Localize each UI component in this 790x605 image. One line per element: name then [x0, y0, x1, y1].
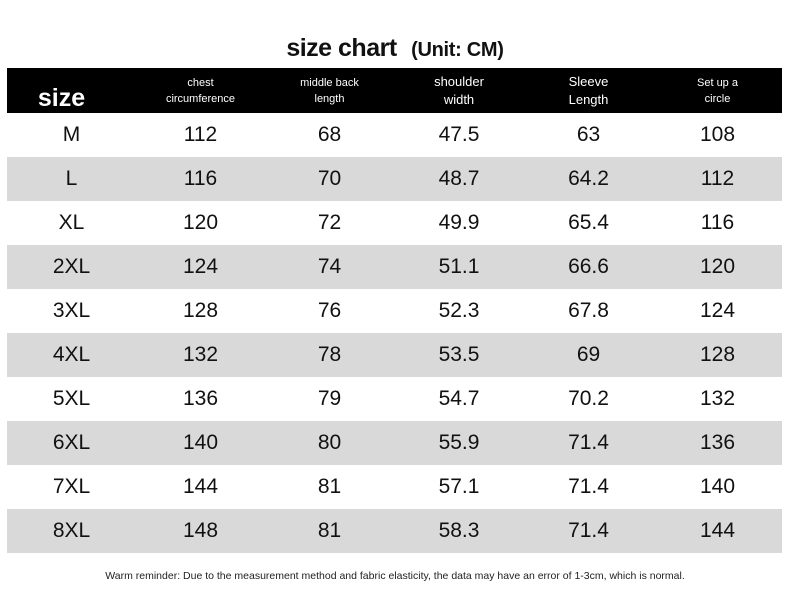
header-chest-line2: circumference — [165, 92, 236, 105]
size-cell: 3XL — [52, 299, 91, 322]
back-length-cell: 68 — [317, 123, 342, 146]
table-row: 6XL 140 80 55.9 71.4 136 — [7, 421, 782, 465]
title-unit: (Unit: CM) — [411, 39, 504, 61]
shoulder-cell: 55.9 — [438, 431, 480, 454]
header-setup-line2: circle — [704, 92, 731, 105]
table-row: 4XL 132 78 53.5 69 128 — [7, 333, 782, 377]
chest-cell: 144 — [182, 475, 219, 498]
table-row: 2XL 124 74 51.1 66.6 120 — [7, 245, 782, 289]
size-cell: XL — [58, 211, 85, 234]
chest-cell: 140 — [182, 431, 219, 454]
sleeve-cell: 71.4 — [568, 475, 609, 498]
circle-cell: 120 — [699, 255, 736, 278]
circle-cell: 116 — [700, 211, 735, 234]
header-shoulder-line2: width — [443, 91, 475, 107]
table-row: 7XL 144 81 57.1 71.4 140 — [7, 465, 782, 509]
sleeve-cell: 66.6 — [568, 255, 609, 278]
title-main: size chart — [286, 34, 397, 62]
sleeve-cell: 64.2 — [568, 167, 609, 190]
sleeve-cell: 69 — [576, 343, 601, 366]
shoulder-cell: 58.3 — [438, 519, 480, 542]
chest-cell: 124 — [182, 255, 219, 278]
header-middle-back-length: middle back length — [265, 68, 394, 113]
shoulder-cell: 57.1 — [438, 475, 480, 498]
size-cell: 7XL — [52, 475, 91, 498]
chest-cell: 128 — [182, 299, 219, 322]
warm-reminder-note: Warm reminder: Due to the measurement me… — [105, 570, 685, 582]
circle-cell: 108 — [699, 123, 736, 146]
chart-title: size chart (Unit: CM) — [0, 34, 790, 63]
circle-cell: 140 — [699, 475, 736, 498]
header-size: size — [37, 84, 86, 112]
header-chest-circumference: chest circumference — [136, 68, 265, 113]
circle-cell: 136 — [699, 431, 736, 454]
back-length-cell: 80 — [317, 431, 342, 454]
back-length-cell: 79 — [317, 387, 342, 410]
header-sleeve-line2: Length — [568, 91, 609, 107]
sleeve-cell: 71.4 — [568, 519, 609, 542]
back-length-cell: 76 — [317, 299, 342, 322]
size-cell: 2XL — [52, 255, 91, 278]
circle-cell: 124 — [699, 299, 736, 322]
header-setup-line1: Set up a — [697, 76, 738, 89]
table-row: 8XL 148 81 58.3 71.4 144 — [7, 509, 782, 553]
shoulder-cell: 47.5 — [438, 123, 480, 146]
shoulder-cell: 52.3 — [438, 299, 480, 322]
back-length-cell: 74 — [317, 255, 342, 278]
table-row: 3XL 128 76 52.3 67.8 124 — [7, 289, 782, 333]
shoulder-cell: 48.7 — [438, 167, 480, 190]
table-header-row: size chest circumference middle back len… — [7, 68, 782, 113]
size-cell: 8XL — [52, 519, 91, 542]
circle-cell: 128 — [699, 343, 736, 366]
header-back-line2: length — [314, 92, 345, 105]
back-length-cell: 81 — [317, 519, 342, 542]
shoulder-cell: 54.7 — [438, 387, 480, 410]
chest-cell: 120 — [182, 211, 219, 234]
table-row: M 112 68 47.5 63 108 — [7, 113, 782, 157]
chest-cell: 116 — [183, 167, 218, 190]
size-cell: L — [65, 167, 78, 190]
sleeve-cell: 63 — [576, 123, 601, 146]
header-sleeve-length: Sleeve Length — [524, 68, 653, 113]
size-cell: M — [62, 123, 81, 146]
header-shoulder-line1: shoulder — [434, 73, 484, 89]
sleeve-cell: 70.2 — [568, 387, 609, 410]
circle-cell: 132 — [699, 387, 736, 410]
shoulder-cell: 51.1 — [438, 255, 480, 278]
chest-cell: 112 — [183, 123, 218, 146]
sleeve-cell: 65.4 — [568, 211, 609, 234]
header-chest-line1: chest — [187, 76, 214, 89]
size-cell: 6XL — [52, 431, 91, 454]
sleeve-cell: 67.8 — [568, 299, 609, 322]
back-length-cell: 72 — [317, 211, 342, 234]
header-sleeve-line1: Sleeve — [568, 73, 609, 89]
size-cell: 4XL — [52, 343, 91, 366]
sleeve-cell: 71.4 — [568, 431, 609, 454]
chest-cell: 136 — [182, 387, 219, 410]
size-cell: 5XL — [52, 387, 91, 410]
header-setup-circle: Set up a circle — [653, 68, 782, 113]
table-row: 5XL 136 79 54.7 70.2 132 — [7, 377, 782, 421]
circle-cell: 112 — [700, 167, 735, 190]
circle-cell: 144 — [699, 519, 736, 542]
chest-cell: 132 — [182, 343, 219, 366]
header-back-line1: middle back — [300, 76, 359, 89]
header-shoulder-width: shoulder width — [394, 68, 524, 113]
table-row: XL 120 72 49.9 65.4 116 — [7, 201, 782, 245]
shoulder-cell: 53.5 — [438, 343, 480, 366]
back-length-cell: 78 — [317, 343, 342, 366]
back-length-cell: 70 — [317, 167, 342, 190]
table-row: L 116 70 48.7 64.2 112 — [7, 157, 782, 201]
shoulder-cell: 49.9 — [438, 211, 480, 234]
back-length-cell: 81 — [317, 475, 342, 498]
size-table: size chest circumference middle back len… — [7, 68, 782, 553]
chest-cell: 148 — [182, 519, 219, 542]
